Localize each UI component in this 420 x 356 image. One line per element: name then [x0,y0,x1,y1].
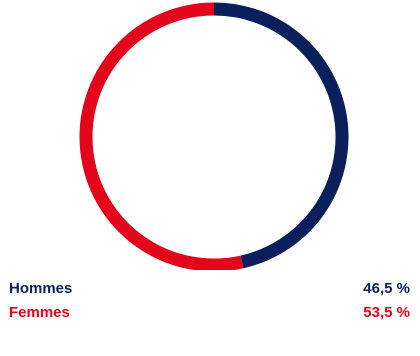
legend-value-femmes: 53,5 % [363,303,410,321]
legend-row-femmes: Femmes 53,5 % [9,300,410,324]
donut-slice-hommes [213,2,349,269]
legend-row-hommes: Hommes 46,5 % [9,276,410,300]
donut-chart [79,2,349,270]
donut-slice-femmes [79,2,244,270]
legend-label-femmes: Femmes [9,303,70,321]
chart-legend: Hommes 46,5 % Femmes 53,5 % [9,276,410,324]
legend-value-hommes: 46,5 % [363,279,410,297]
legend-label-hommes: Hommes [9,279,73,297]
